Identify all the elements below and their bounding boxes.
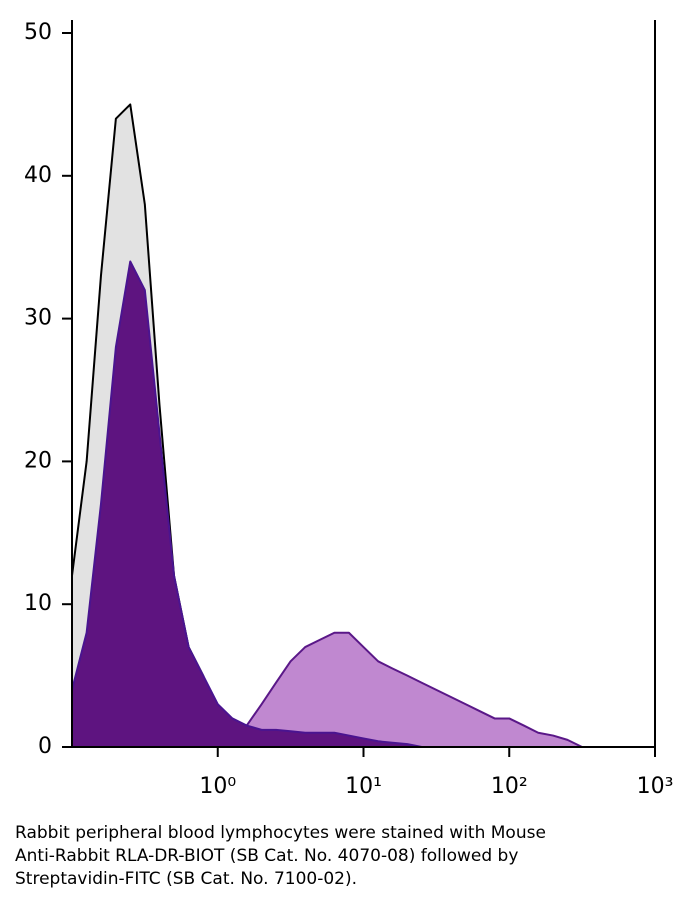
x-tick-label: 10²: [491, 774, 528, 799]
x-tick-label: 10⁰: [199, 774, 236, 799]
caption-line: Streptavidin-FITC (SB Cat. No. 7100-02).: [15, 869, 357, 889]
x-tick-label: 10³: [637, 774, 674, 799]
y-tick-label: 30: [24, 306, 52, 331]
y-tick-label: 40: [24, 163, 52, 188]
y-tick-label: 50: [24, 20, 52, 45]
caption-line: Rabbit peripheral blood lymphocytes were…: [15, 823, 546, 843]
y-tick-label: 10: [24, 591, 52, 616]
caption-line: Anti-Rabbit RLA-DR-BIOT (SB Cat. No. 407…: [15, 846, 518, 866]
x-tick-label: 10¹: [345, 774, 382, 799]
y-tick-label: 20: [24, 448, 52, 473]
y-tick-label: 0: [38, 734, 52, 759]
